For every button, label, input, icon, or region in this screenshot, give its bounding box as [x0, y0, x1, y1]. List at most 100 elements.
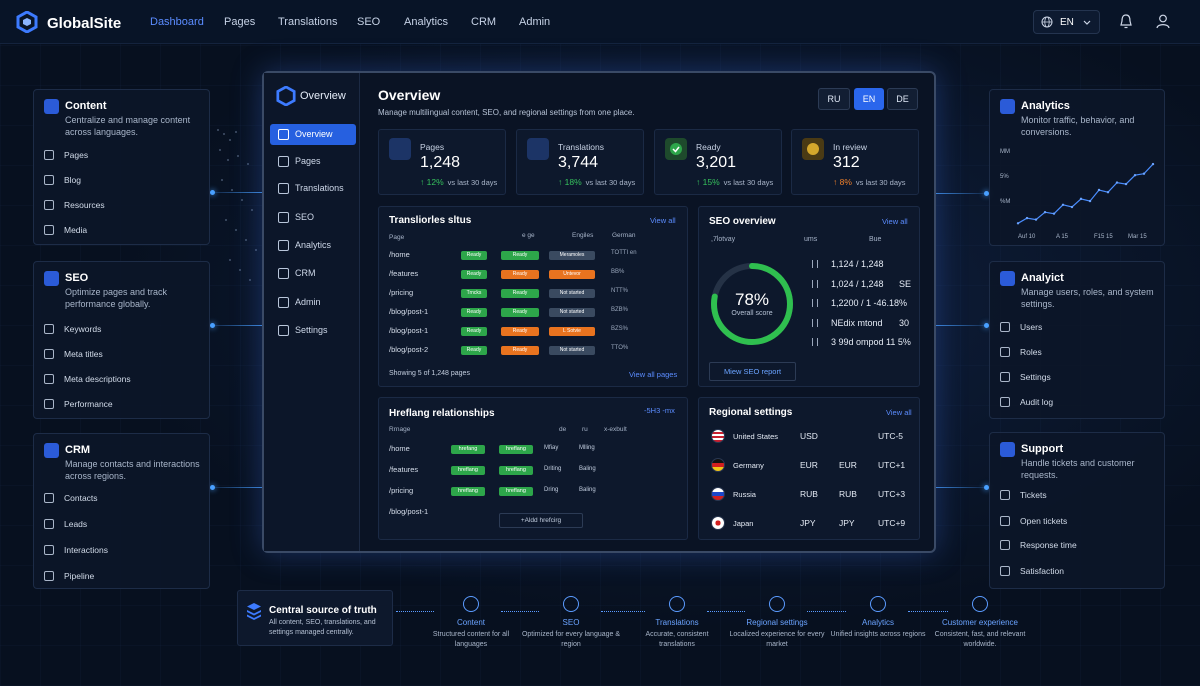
stat-card-ready[interactable]: Ready 3,201 ↑ 15% vs last 30 days [654, 129, 782, 195]
trend-point [1016, 222, 1020, 225]
card-item-tickets[interactable]: Tickets [1000, 490, 1047, 500]
stat-value: 1,248 [420, 154, 461, 171]
axis-x-label: Auf 10 [1018, 234, 1036, 240]
trend-point [1061, 203, 1065, 206]
flow-arrow [501, 611, 539, 612]
nav-crm[interactable]: CRM [471, 16, 497, 28]
card-item-media[interactable]: Media [44, 225, 87, 235]
column-header: Page [389, 234, 405, 241]
table-row[interactable]: /features Ready Ready Untevor BB% [389, 268, 679, 282]
card-item-audit-log[interactable]: Audit log [1000, 397, 1053, 407]
column-header: Rrnage [389, 426, 411, 433]
add-hreflang-button[interactable]: +Aldd hrefcirg [499, 513, 583, 528]
flag-icon [711, 458, 725, 472]
table-row[interactable]: /blog/post-1 Ready Ready L Sotvie BZS% [389, 325, 679, 339]
flow-step-title: Translations [655, 618, 699, 627]
card-item-users[interactable]: Users [1000, 322, 1042, 332]
column-header: x-exbult [604, 426, 627, 433]
card-item-meta-descriptions[interactable]: Meta descriptions [44, 374, 131, 384]
card-item-keywords[interactable]: Keywords [44, 324, 101, 334]
card-item-pages[interactable]: Pages [44, 150, 88, 160]
sidebar-item-settings[interactable]: Settings [270, 320, 356, 341]
timezone: UTC+1 [878, 460, 906, 470]
view-all-pages-link[interactable]: View all pages [629, 370, 678, 379]
sidebar-item-analytics[interactable]: Analytics [270, 235, 356, 256]
sidebar-item-seo[interactable]: SEO [270, 207, 356, 228]
lang-button-ru[interactable]: RU [818, 88, 850, 110]
stat-card-pages[interactable]: Pages 1,248 ↑ 12% vs last 30 days [378, 129, 506, 195]
lang-button-en[interactable]: EN [854, 88, 884, 110]
stat-card-in-review[interactable]: In review 312 ↑ 8% vs last 30 days [791, 129, 919, 195]
table-row[interactable]: /blog/post-1 Ready Ready Not started BZB% [389, 306, 679, 320]
panel-title: SEO overview [709, 216, 776, 227]
bell-icon[interactable] [1118, 13, 1134, 30]
table-row[interactable]: /features hreflang hreflang Driting Baling [389, 464, 679, 478]
nav-analytics[interactable]: Analytics [404, 16, 449, 28]
nav-pages[interactable]: Pages [224, 16, 256, 28]
country-name: Germany [733, 461, 764, 470]
card-item-pipeline[interactable]: Pipeline [44, 571, 94, 581]
admin-icon [278, 297, 289, 308]
card-item-response-time[interactable]: Response time [1000, 540, 1077, 550]
nav-dashboard[interactable]: Dashboard [150, 16, 204, 28]
hreflang-tag[interactable]: -5H3 -mx [644, 406, 675, 415]
table-row[interactable]: /blog/post-2 Ready Ready Not started TTO% [389, 344, 679, 358]
hreflang-pill: hreflang [499, 466, 533, 475]
view-seo-report-button[interactable]: Miew SEO report [709, 362, 796, 381]
sidebar-item-admin[interactable]: Admin [270, 292, 356, 313]
language-selector[interactable]: EN [1033, 10, 1100, 34]
card-item-leads[interactable]: Leads [44, 519, 87, 529]
sidebar-item-crm[interactable]: CRM [270, 263, 356, 284]
trend-point [1088, 199, 1092, 203]
sidebar-item-pages[interactable]: Pages [270, 151, 356, 172]
nav-translations[interactable]: Translations [278, 16, 338, 28]
brand-name[interactable]: GlobalSite [47, 15, 122, 32]
status-pill: Not started [549, 346, 595, 355]
table-row[interactable]: /pricing hreflang hreflang Dring Baling [389, 485, 679, 499]
sidebar-item-translations[interactable]: Translations [270, 178, 356, 199]
card-title: Support [1021, 443, 1064, 455]
table-row[interactable]: /pricing Trncks Ready Not started NTT% [389, 287, 679, 301]
headset-icon [1000, 442, 1015, 457]
card-item-satisfaction[interactable]: Satisfaction [1000, 566, 1064, 576]
card-item-roles[interactable]: Roles [1000, 347, 1042, 357]
timezone: UTC+9 [878, 518, 906, 528]
card-item-meta-titles[interactable]: Meta titles [44, 349, 103, 359]
nav-admin[interactable]: Admin [519, 16, 551, 28]
stat-delta: ↑ 15% vs last 30 days [696, 177, 774, 187]
stat-card-translations[interactable]: Translations 3,744 ↑ 18% vs last 30 days [516, 129, 644, 195]
column-header: Bue [869, 236, 882, 243]
card-description: Manage contacts and interactions across … [65, 459, 200, 481]
panel-title: Regional settings [709, 407, 793, 418]
flow-arrow [807, 611, 846, 612]
row-page-path: /features [389, 465, 419, 474]
status-pill: Ready [501, 251, 539, 260]
card-item-settings[interactable]: Settings [1000, 372, 1051, 382]
lang-button-de[interactable]: DE [887, 88, 918, 110]
admin-card: Analyict Manage users, roles, and system… [989, 261, 1165, 419]
panel-title: Hreflang relationships [389, 408, 495, 419]
flow-step: Regional settings Localized experience fo… [727, 596, 827, 650]
card-item-interactions[interactable]: Interactions [44, 545, 108, 555]
table-row[interactable]: /home hrefang hreflang Mfiay Mlling [389, 443, 679, 457]
card-item-resources[interactable]: Resources [44, 200, 105, 210]
card-item-blog[interactable]: Blog [44, 175, 81, 185]
view-all-link[interactable]: View all [886, 408, 912, 417]
card-item-open-tickets[interactable]: Open tickets [1000, 516, 1067, 526]
row-percent: TTO% [611, 345, 629, 351]
axis-y-label: %M [1000, 199, 1010, 205]
sidebar-item-overview[interactable]: Overview [270, 124, 356, 145]
metric-icon [812, 338, 818, 346]
table-row[interactable]: /home Ready Ready Meramoles TOTTI en [389, 249, 679, 263]
gear-icon [1000, 372, 1010, 382]
view-all-link[interactable]: View all [882, 217, 908, 226]
translate-icon [527, 138, 549, 160]
card-item-contacts[interactable]: Contacts [44, 493, 98, 503]
hreflang-status: Mlling [579, 445, 595, 451]
column-header: ,7lotvay [711, 236, 736, 243]
nav-seo[interactable]: SEO [357, 16, 381, 28]
user-profile-icon[interactable] [1155, 13, 1171, 29]
table-row[interactable]: /blog/post-1 [389, 506, 679, 520]
card-item-performance[interactable]: Performance [44, 399, 113, 409]
view-all-link[interactable]: View all [650, 216, 676, 225]
